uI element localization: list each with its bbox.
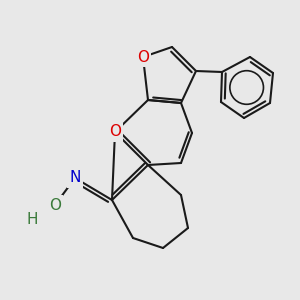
Text: N: N [69, 170, 81, 185]
Text: O: O [109, 124, 121, 140]
Text: O: O [49, 197, 61, 212]
Text: H: H [26, 212, 38, 227]
Text: O: O [137, 50, 149, 64]
